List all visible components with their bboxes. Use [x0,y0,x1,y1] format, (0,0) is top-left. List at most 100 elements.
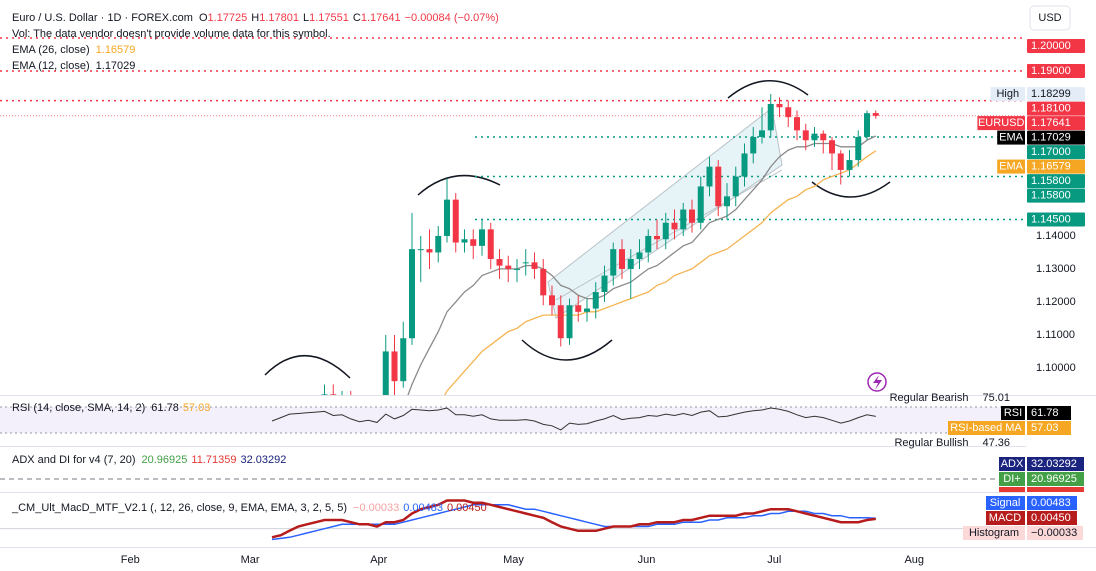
candle-body [785,107,792,118]
ema26-value: 1.16579 [96,44,136,56]
y-tick-label: 1.14000 [1036,230,1076,242]
candle-body [417,249,424,251]
lightning-icon[interactable] [867,372,887,392]
macd-lines [0,499,1025,541]
candle-body [846,160,853,170]
candle-body [811,133,818,141]
rsi-ma-value: 57.03 [183,402,211,414]
candle-body [540,268,547,296]
label-box [1027,421,1071,435]
candle-body [680,209,687,230]
candle-body [470,239,477,246]
rsi-labels: RSI 61.78 RSI-based MA 57.03 [948,406,1071,435]
price-label-box [1027,145,1085,160]
signal-name: Signal [990,497,1021,509]
price-label-value: 1.19000 [1031,65,1071,77]
label-box [1027,472,1084,486]
macd-name: MACD [989,512,1021,524]
candle-body [619,249,625,269]
x-tick-label: Feb [121,554,140,566]
price-label-box [1027,212,1085,227]
price-label-box [1027,174,1085,189]
bullish-value: 47.36 [982,437,1010,449]
candle-body [435,235,442,253]
candle-body [872,113,879,116]
rsi-ma-axis-value: 57.03 [1031,422,1059,434]
label-box [999,472,1025,486]
candle-body [487,229,494,260]
candle-body [479,229,485,246]
y-tick-label: 1.11000 [1036,329,1075,341]
candle-body [750,136,757,154]
price-label-value: 1.17000 [1031,146,1071,158]
y-tick-label: 1.13000 [1036,263,1076,275]
candle-body [776,103,783,108]
arc [521,339,613,361]
candle-body [330,394,337,395]
arc [727,80,809,99]
c: C [353,12,361,24]
candle-body [636,252,643,260]
candle-body [601,275,608,293]
label-box [986,496,1025,510]
price-label-name: EMA [999,160,1024,172]
adx-legend: ADX and DI for v4 (7, 20) 20.96925 11.7135… [12,454,286,466]
label-box [986,511,1025,525]
rsi-lines [271,407,876,431]
ema26-line [444,150,877,395]
adx-name: ADX [1001,458,1024,470]
di-minus-value: 11.71359 [191,454,236,466]
price-label-box [1027,188,1085,203]
price-label-box [1027,101,1085,116]
label-box [999,457,1025,471]
signal-axis-value: 0.00483 [1031,497,1071,509]
y-tick-label: 1.12000 [1036,296,1076,308]
candle-body [855,136,862,161]
candle-body [715,166,722,207]
price-pane [0,37,1025,395]
candle-body [829,140,835,154]
candle-body [575,305,582,312]
rsi-name: RSI [1004,407,1022,419]
candle-body [724,196,730,207]
label-box [963,526,1025,540]
arc [264,355,351,379]
candle-body [767,103,774,131]
label-box [1027,406,1071,420]
x-tick-label: Jul [767,554,781,566]
price-label-value: 1.15800 [1031,189,1071,201]
candle-body [741,153,748,177]
candle-body [461,239,468,243]
price-label-box [1027,116,1085,131]
price-label-name: EURUSD [978,117,1025,129]
adx-value: 32.03292 [240,454,286,466]
candle-body [522,262,529,264]
ema12-name: EMA (12, close) [12,60,90,72]
x-tick-label: Apr [370,554,387,566]
rsi-line [271,407,876,431]
candle-body [759,130,765,137]
price-label-box [1027,159,1085,174]
signal-value: 0.00483 [403,502,443,514]
ema12-line [407,135,877,395]
x-tick-label: May [503,554,524,566]
adx-labels: ADX 32.03292 DI+ 20.96925 [999,457,1084,492]
candle-body [382,351,389,395]
price-label-name: High [996,88,1019,100]
price-label-value: 1.17029 [1031,131,1071,143]
currency-button[interactable] [1029,5,1071,31]
candle-body [514,268,520,270]
candle-body [802,130,809,141]
icon-bolt[interactable] [873,375,882,390]
candle-body [566,305,573,339]
symbol: Euro / U.S. Dollar · 1D · FOREX.com O1.17… [12,12,499,24]
ema26-name: EMA (26, close) [12,44,90,56]
ema26-legend: EMA (26, close) 1.16579 [12,44,135,56]
candle-body [671,222,678,230]
bullish-name: Regular Bullish [894,437,968,449]
candle-body [645,235,652,253]
candle-body [864,113,870,137]
currency[interactable]: USD [1038,12,1061,24]
